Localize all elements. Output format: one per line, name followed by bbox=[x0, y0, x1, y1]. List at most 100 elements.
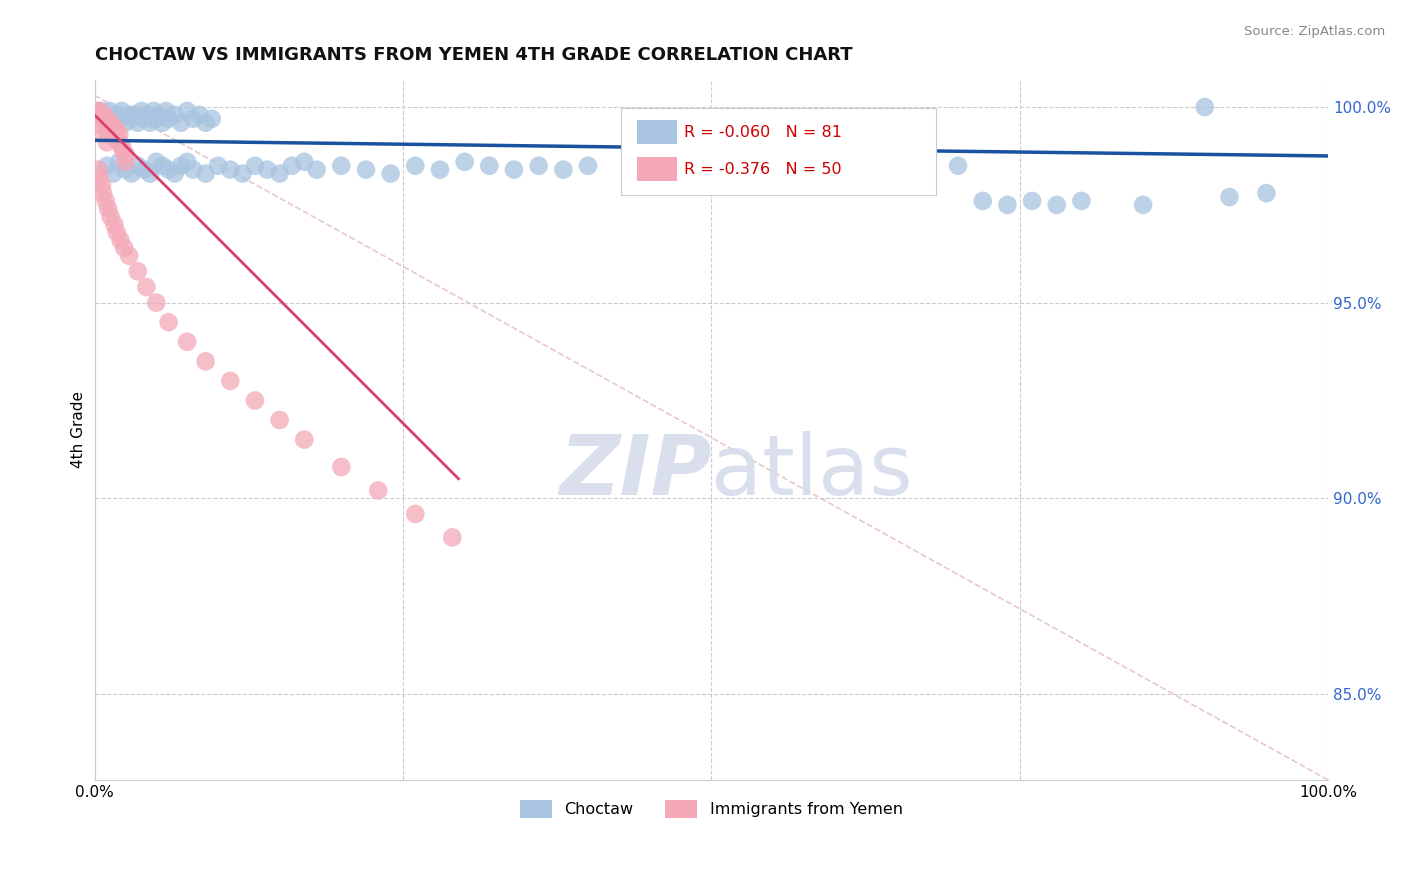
Y-axis label: 4th Grade: 4th Grade bbox=[72, 392, 86, 468]
Point bbox=[576, 159, 599, 173]
Point bbox=[94, 194, 117, 208]
Point bbox=[157, 162, 180, 177]
Point bbox=[101, 128, 124, 142]
Point bbox=[404, 507, 426, 521]
Point bbox=[194, 354, 217, 368]
Point bbox=[93, 128, 115, 142]
Point bbox=[101, 120, 124, 134]
Point bbox=[700, 159, 723, 173]
Text: R = -0.376   N = 50: R = -0.376 N = 50 bbox=[685, 161, 842, 177]
Point bbox=[118, 249, 141, 263]
Text: CHOCTAW VS IMMIGRANTS FROM YEMEN 4TH GRADE CORRELATION CHART: CHOCTAW VS IMMIGRANTS FROM YEMEN 4TH GRA… bbox=[94, 46, 852, 64]
Point bbox=[148, 108, 170, 122]
Point bbox=[142, 103, 165, 118]
Point bbox=[292, 154, 315, 169]
Point bbox=[105, 225, 128, 239]
Point bbox=[112, 241, 135, 255]
Point bbox=[163, 108, 186, 122]
Point bbox=[108, 112, 131, 126]
Point bbox=[163, 167, 186, 181]
Point bbox=[176, 103, 198, 118]
Point bbox=[243, 159, 266, 173]
Point bbox=[108, 154, 131, 169]
Point bbox=[114, 116, 136, 130]
Point bbox=[1046, 198, 1069, 212]
Text: ZIP: ZIP bbox=[558, 432, 711, 512]
Point bbox=[176, 154, 198, 169]
Point bbox=[441, 530, 464, 544]
Point bbox=[1132, 198, 1154, 212]
FancyBboxPatch shape bbox=[637, 120, 676, 145]
Point bbox=[762, 162, 785, 177]
Point bbox=[127, 264, 149, 278]
Point bbox=[429, 162, 451, 177]
Point bbox=[181, 112, 204, 126]
Point bbox=[97, 202, 120, 216]
Point bbox=[194, 116, 217, 130]
Point bbox=[96, 112, 118, 126]
Point bbox=[194, 167, 217, 181]
FancyBboxPatch shape bbox=[621, 108, 936, 195]
Point bbox=[87, 103, 110, 118]
Point bbox=[354, 162, 377, 177]
Point bbox=[103, 218, 125, 232]
Point bbox=[152, 159, 174, 173]
Point bbox=[93, 116, 115, 130]
Point bbox=[305, 162, 328, 177]
Point bbox=[367, 483, 389, 498]
Point bbox=[89, 170, 111, 185]
Point bbox=[87, 162, 110, 177]
Point bbox=[527, 159, 550, 173]
Point bbox=[824, 159, 846, 173]
Point bbox=[131, 103, 153, 118]
Point bbox=[201, 112, 224, 126]
Point bbox=[101, 116, 124, 130]
Point bbox=[1021, 194, 1043, 208]
Point bbox=[404, 159, 426, 173]
Point bbox=[946, 159, 969, 173]
Point bbox=[114, 147, 136, 161]
Point bbox=[145, 154, 167, 169]
Point bbox=[122, 108, 145, 122]
Point bbox=[152, 116, 174, 130]
Point bbox=[139, 116, 162, 130]
Point bbox=[219, 374, 242, 388]
Point bbox=[155, 103, 177, 118]
Point bbox=[114, 154, 136, 169]
Point bbox=[105, 123, 128, 137]
Point bbox=[111, 143, 134, 157]
Point bbox=[104, 131, 127, 145]
Text: Source: ZipAtlas.com: Source: ZipAtlas.com bbox=[1244, 25, 1385, 38]
Point bbox=[972, 194, 994, 208]
Point bbox=[90, 103, 112, 118]
Point bbox=[170, 116, 193, 130]
Point bbox=[1256, 186, 1278, 201]
Text: atlas: atlas bbox=[711, 432, 912, 512]
Point bbox=[118, 108, 141, 122]
Point bbox=[91, 186, 114, 201]
Point bbox=[139, 167, 162, 181]
Point bbox=[478, 159, 501, 173]
Point bbox=[105, 108, 128, 122]
Point bbox=[886, 162, 908, 177]
Point bbox=[96, 135, 118, 149]
Point bbox=[90, 108, 112, 122]
Point bbox=[269, 167, 291, 181]
Legend: Choctaw, Immigrants from Yemen: Choctaw, Immigrants from Yemen bbox=[513, 793, 910, 824]
Point bbox=[997, 198, 1019, 212]
Point bbox=[207, 159, 229, 173]
Point bbox=[503, 162, 526, 177]
Point bbox=[96, 159, 118, 173]
Point bbox=[269, 413, 291, 427]
Point bbox=[135, 280, 157, 294]
Point bbox=[121, 167, 143, 181]
Point bbox=[100, 116, 122, 130]
Point bbox=[281, 159, 304, 173]
Point bbox=[219, 162, 242, 177]
Point bbox=[91, 120, 114, 134]
Point bbox=[380, 167, 402, 181]
Point bbox=[96, 120, 118, 134]
Point bbox=[292, 433, 315, 447]
Point bbox=[110, 233, 132, 247]
Point bbox=[98, 103, 121, 118]
